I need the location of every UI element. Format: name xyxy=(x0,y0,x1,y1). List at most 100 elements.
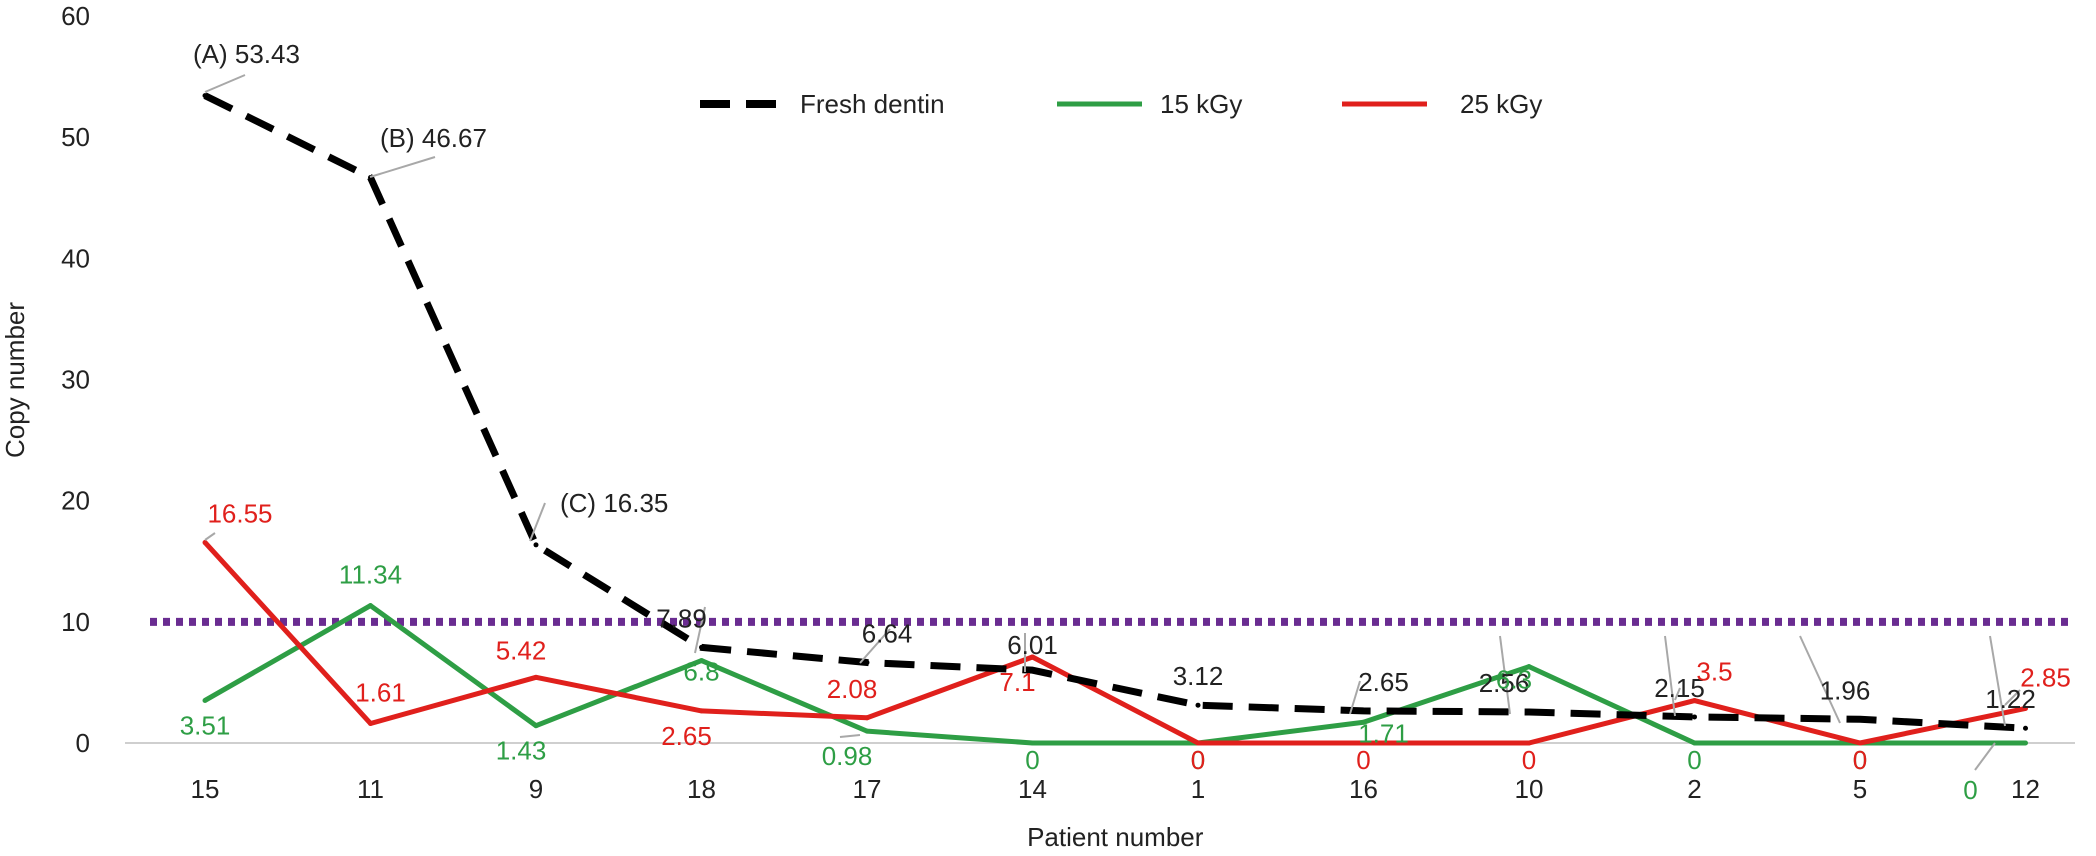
y-axis-title: Copy number xyxy=(0,302,30,458)
data-point xyxy=(1526,740,1532,746)
data-point xyxy=(1361,719,1366,725)
data-point xyxy=(1361,740,1366,746)
x-tick-label: 16 xyxy=(1349,774,1378,804)
data-label: 11.34 xyxy=(339,560,402,590)
x-tick-label: 15 xyxy=(191,774,220,804)
data-label: 0 xyxy=(1191,745,1205,775)
data-label: 3.12 xyxy=(1173,661,1224,691)
series-line-2 xyxy=(203,540,2027,746)
data-label: (A) 53.43 xyxy=(193,39,300,69)
data-point xyxy=(1526,664,1532,670)
series-line-1 xyxy=(203,603,2026,746)
data-point xyxy=(1692,740,1697,746)
data-label: (B) 46.67 xyxy=(380,123,487,153)
data-label: 6.64 xyxy=(862,619,913,649)
data-point xyxy=(533,674,539,680)
data-point xyxy=(1526,709,1532,715)
data-point xyxy=(1692,698,1697,704)
data-point xyxy=(1030,740,1035,746)
data-label: 2.85 xyxy=(2020,662,2071,692)
data-label: 0 xyxy=(1522,745,1536,775)
series-line-0 xyxy=(203,92,2026,732)
x-axis-title: Patient number xyxy=(1027,822,1204,852)
data-point xyxy=(1030,654,1035,660)
y-tick-label: 10 xyxy=(61,607,90,637)
data-label: 1.43 xyxy=(496,736,547,766)
data-label: 3.51 xyxy=(180,710,231,740)
leader-line xyxy=(2004,689,2021,706)
leader-line xyxy=(204,74,246,93)
data-point xyxy=(1030,667,1035,673)
data-label: 7.1 xyxy=(999,667,1035,697)
y-tick-label: 20 xyxy=(61,486,90,516)
data-point xyxy=(699,708,704,714)
data-label: 0 xyxy=(1356,745,1370,775)
x-tick-label: 9 xyxy=(529,774,543,804)
leader-line xyxy=(529,502,546,542)
leader-line xyxy=(1974,742,1996,771)
data-point xyxy=(368,720,373,726)
data-label: 6.01 xyxy=(1007,630,1058,660)
data-point xyxy=(864,660,870,666)
data-point xyxy=(202,697,208,703)
data-label: 5.42 xyxy=(496,635,547,665)
data-label: 2.56 xyxy=(1479,668,1530,698)
leader-line xyxy=(1989,635,2006,727)
data-point xyxy=(202,93,208,99)
data-point xyxy=(864,715,870,721)
data-point xyxy=(2023,740,2028,746)
data-point xyxy=(368,603,373,609)
data-point xyxy=(2023,705,2028,711)
data-point xyxy=(202,539,208,545)
leader-line xyxy=(1349,680,1361,715)
data-label: 0 xyxy=(1853,745,1867,775)
data-label: 1.96 xyxy=(1820,675,1871,705)
x-tick-label: 12 xyxy=(2011,774,2040,804)
data-point xyxy=(1857,740,1863,746)
x-tick-label: 18 xyxy=(687,774,716,804)
data-label: 0 xyxy=(1687,745,1701,775)
data-point xyxy=(1361,708,1366,714)
data-point xyxy=(864,728,870,734)
y-tick-label: 50 xyxy=(61,122,90,152)
data-label: 3.5 xyxy=(1696,657,1732,687)
data-label: 0 xyxy=(1191,745,1205,775)
legend-label: 25 kGy xyxy=(1460,89,1542,119)
data-point xyxy=(1195,702,1201,708)
y-tick-label: 40 xyxy=(61,243,90,273)
data-label: 6.8 xyxy=(683,657,719,687)
data-label: 0 xyxy=(1853,745,1867,775)
data-label: 1.61 xyxy=(355,677,406,707)
x-tick-label: 14 xyxy=(1018,774,1047,804)
data-point xyxy=(533,542,539,548)
data-label: 1.71 xyxy=(1358,718,1409,748)
data-point xyxy=(533,723,539,729)
y-tick-label: 30 xyxy=(61,365,90,395)
data-label: 0 xyxy=(1025,745,1039,775)
leader-line xyxy=(1664,635,1676,717)
data-label: 2.65 xyxy=(1358,667,1409,697)
y-tick-label: 0 xyxy=(76,728,90,758)
leader-line xyxy=(369,156,436,178)
legend-label: Fresh dentin xyxy=(800,89,945,119)
x-tick-label: 10 xyxy=(1515,774,1544,804)
y-tick-label: 60 xyxy=(61,1,90,31)
data-point xyxy=(2023,725,2028,731)
data-label: 0 xyxy=(1963,775,1977,805)
x-tick-label: 17 xyxy=(853,774,882,804)
data-label: (C) 16.35 xyxy=(560,488,668,518)
data-point xyxy=(699,644,704,650)
data-point xyxy=(699,658,704,664)
data-point xyxy=(1857,716,1863,722)
legend-label: 15 kGy xyxy=(1160,89,1242,119)
data-label: 0.98 xyxy=(822,741,873,771)
leader-line xyxy=(1499,635,1511,715)
data-label: 1.22 xyxy=(1985,684,2036,714)
leader-line xyxy=(694,606,706,654)
x-tick-label: 1 xyxy=(1191,774,1205,804)
x-tick-label: 5 xyxy=(1853,774,1867,804)
leader-line xyxy=(1674,687,1681,701)
leader-line xyxy=(839,734,861,738)
